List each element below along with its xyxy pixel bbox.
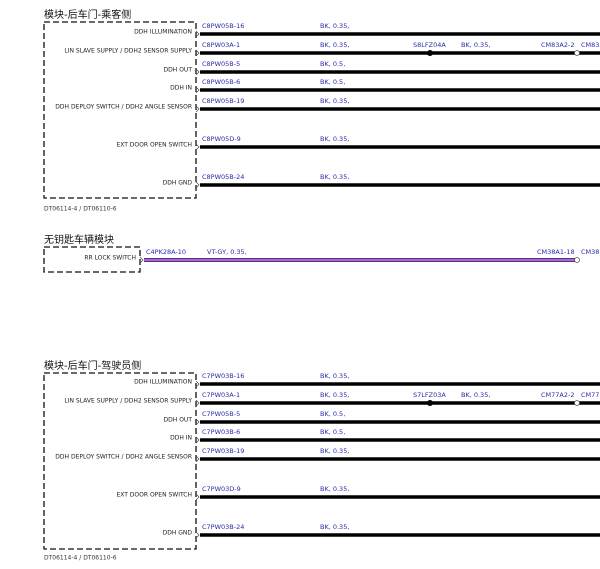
- pin-terminal: [195, 86, 200, 94]
- module-box: [43, 246, 141, 273]
- module-footer: DT06114-4 / DT06110-6: [44, 206, 117, 213]
- pin-label: DDH ILLUMINATION: [134, 29, 192, 36]
- module-title: 模块-后车门-乘客侧: [44, 8, 131, 21]
- connector-pin: [574, 400, 580, 406]
- connector-id: C7PW03D-9: [202, 485, 241, 493]
- splice-id: S7LFZ03A: [413, 391, 446, 399]
- splice-dot: [427, 400, 433, 406]
- connector-id: C7PW03B-16: [202, 372, 244, 380]
- next-connector-id: CM77: [581, 391, 599, 399]
- connector-pin: [574, 257, 580, 263]
- pin-label: DDH GND: [163, 180, 193, 187]
- connector-id: C8PW03A-1: [202, 41, 240, 49]
- next-connector-id: CM38: [581, 248, 599, 256]
- pin-terminal: [195, 493, 200, 501]
- splice-dot: [427, 50, 433, 56]
- wire-spec: BK, 0.35,: [320, 372, 349, 380]
- pin-terminal: [195, 30, 200, 38]
- connector-id: C8PW05B-6: [202, 78, 240, 86]
- pin-terminal: [195, 399, 200, 407]
- connector-id: C7PW03A-1: [202, 391, 240, 399]
- pin-label: DDH IN: [170, 435, 192, 442]
- connector-id: C8PW05B-19: [202, 97, 244, 105]
- pin-terminal: [195, 49, 200, 57]
- wire-spec: BK, 0.35,: [320, 41, 349, 49]
- pin-terminal: [139, 256, 144, 264]
- far-connector-id: CM77A2-2: [541, 391, 574, 399]
- connector-id: C7PW05B-5: [202, 410, 240, 418]
- pin-terminal: [195, 143, 200, 151]
- connector-id: C7PW03B-24: [202, 523, 244, 531]
- wire-spec: BK, 0.35,: [320, 22, 349, 30]
- wire-spec: BK, 0.5,: [320, 60, 345, 68]
- pin-terminal: [195, 105, 200, 113]
- connector-pin: [574, 50, 580, 56]
- pin-label: EXT DOOR OPEN SWITCH: [116, 142, 192, 149]
- connector-id: C4PK28A-10: [146, 248, 186, 256]
- pin-label: DDH DEPLOY SWITCH / DDH2 ANGLE SENSOR: [55, 104, 192, 111]
- wire-spec: BK, 0.35,: [320, 391, 349, 399]
- connector-id: C7PW03B-6: [202, 428, 240, 436]
- wire-spec: BK, 0.5,: [320, 410, 345, 418]
- pin-label: LIN SLAVE SUPPLY / DDH2 SENSOR SUPPLY: [64, 398, 192, 405]
- pin-label: DDH ILLUMINATION: [134, 379, 192, 386]
- pin-label: DDH IN: [170, 85, 192, 92]
- connector-id: C8PW05D-9: [202, 135, 241, 143]
- pin-terminal: [195, 418, 200, 426]
- wire-spec: BK, 0.35,: [320, 97, 349, 105]
- next-connector-id: CM83: [581, 41, 599, 49]
- splice-id: S8LFZ04A: [413, 41, 446, 49]
- connector-id: C8PW05B-16: [202, 22, 244, 30]
- pin-terminal: [195, 68, 200, 76]
- connector-id: C7PW03B-19: [202, 447, 244, 455]
- wire-spec: BK, 0.35,: [320, 485, 349, 493]
- wire-spec: VT-GY, 0.35,: [207, 248, 247, 256]
- pin-label: DDH GND: [163, 530, 193, 537]
- wire-spec: BK, 0.35,: [461, 391, 490, 399]
- wire-spec: BK, 0.35,: [461, 41, 490, 49]
- wire-spec: BK, 0.5,: [320, 428, 345, 436]
- pin-label: EXT DOOR OPEN SWITCH: [116, 492, 192, 499]
- pin-terminal: [195, 380, 200, 388]
- wire-spec: BK, 0.35,: [320, 447, 349, 455]
- wire-spec: BK, 0.5,: [320, 78, 345, 86]
- module-box: [43, 21, 197, 199]
- wire-spec: BK, 0.35,: [320, 523, 349, 531]
- wire-spec: BK, 0.35,: [320, 135, 349, 143]
- connector-id: C8PW05B-24: [202, 173, 244, 181]
- module-title: 模块-后车门-驾驶员侧: [44, 359, 141, 372]
- far-connector-id: CM83A2-2: [541, 41, 574, 49]
- module-footer: DT06114-4 / DT06110-6: [44, 555, 117, 562]
- far-connector-id: CM38A1-18: [537, 248, 575, 256]
- pin-label: LIN SLAVE SUPPLY / DDH2 SENSOR SUPPLY: [64, 48, 192, 55]
- connector-id: C8PW05B-5: [202, 60, 240, 68]
- pin-terminal: [195, 455, 200, 463]
- pin-label: DDH DEPLOY SWITCH / DDH2 ANGLE SENSOR: [55, 454, 192, 461]
- wire-spec: BK, 0.35,: [320, 173, 349, 181]
- pin-label: RR LOCK SWITCH: [84, 255, 136, 262]
- pin-terminal: [195, 436, 200, 444]
- pin-label: DDH OUT: [164, 417, 193, 424]
- pin-label: DDH OUT: [164, 67, 193, 74]
- pin-terminal: [195, 531, 200, 539]
- module-title: 无钥匙车辆模块: [44, 233, 114, 246]
- pin-terminal: [195, 181, 200, 189]
- module-box: [43, 372, 197, 550]
